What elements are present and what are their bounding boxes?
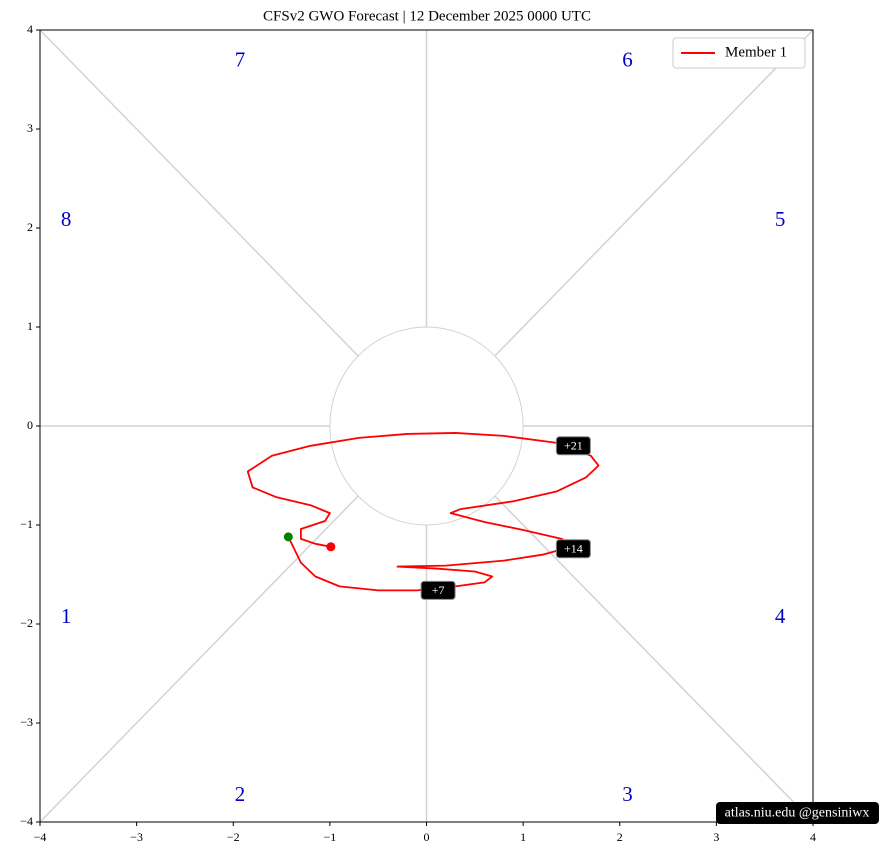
trajectory-line [246, 432, 600, 592]
phase-label: 1 [61, 604, 72, 628]
annotation-box [555, 436, 591, 456]
y-tick-label: −4 [20, 814, 33, 828]
legend: Member 1 [672, 37, 806, 69]
y-tick-label: 2 [27, 220, 33, 234]
x-tick-label: 4 [810, 830, 816, 844]
y-tick-label: 3 [27, 121, 33, 135]
phase-label: 7 [235, 47, 246, 71]
annotation-text: +7 [432, 583, 445, 597]
phase-label: 5 [775, 207, 786, 231]
y-tick-label: 1 [27, 319, 33, 333]
phase-label: 3 [622, 782, 633, 806]
end-point [326, 542, 336, 552]
x-tick-label: 3 [713, 830, 719, 844]
phase-label: 8 [61, 207, 72, 231]
x-tick-label: −2 [227, 830, 240, 844]
watermark-text: atlas.niu.edu @gensiniwx [725, 806, 870, 821]
phase-label: 6 [622, 47, 633, 71]
annotation-text: +14 [564, 542, 583, 556]
phase-divider [39, 495, 359, 823]
x-tick-label: −1 [323, 830, 336, 844]
x-tick-label: 2 [617, 830, 623, 844]
annotation-box [555, 539, 591, 559]
y-tick-label: −2 [20, 616, 33, 630]
start-point [283, 532, 293, 542]
phase-divider [494, 495, 814, 823]
annotation-box [420, 580, 456, 600]
phase-label: 4 [775, 604, 786, 628]
annotation-text: +21 [564, 439, 583, 453]
legend-box [672, 37, 806, 69]
x-tick-label: −3 [130, 830, 143, 844]
phase-divider [39, 29, 359, 357]
y-tick-label: 0 [27, 418, 33, 432]
day-annotation: +21 [555, 436, 591, 456]
x-tick-label: −4 [34, 830, 47, 844]
y-tick-label: −3 [20, 715, 33, 729]
day-annotation: +7 [420, 580, 456, 600]
unit-circle [329, 326, 524, 526]
chart-title: CFSv2 GWO Forecast | 12 December 2025 00… [263, 8, 591, 24]
legend-label: Member 1 [725, 44, 787, 60]
x-tick-label: 0 [424, 830, 430, 844]
day-annotation: +14 [555, 539, 591, 559]
y-tick-label: 4 [27, 22, 33, 36]
x-tick-label: 1 [520, 830, 526, 844]
watermark: atlas.niu.edu @gensiniwx [716, 802, 879, 824]
watermark-box [716, 802, 879, 824]
phase-divider [494, 29, 814, 357]
phase-label: 2 [235, 782, 246, 806]
y-tick-label: −1 [20, 517, 33, 531]
